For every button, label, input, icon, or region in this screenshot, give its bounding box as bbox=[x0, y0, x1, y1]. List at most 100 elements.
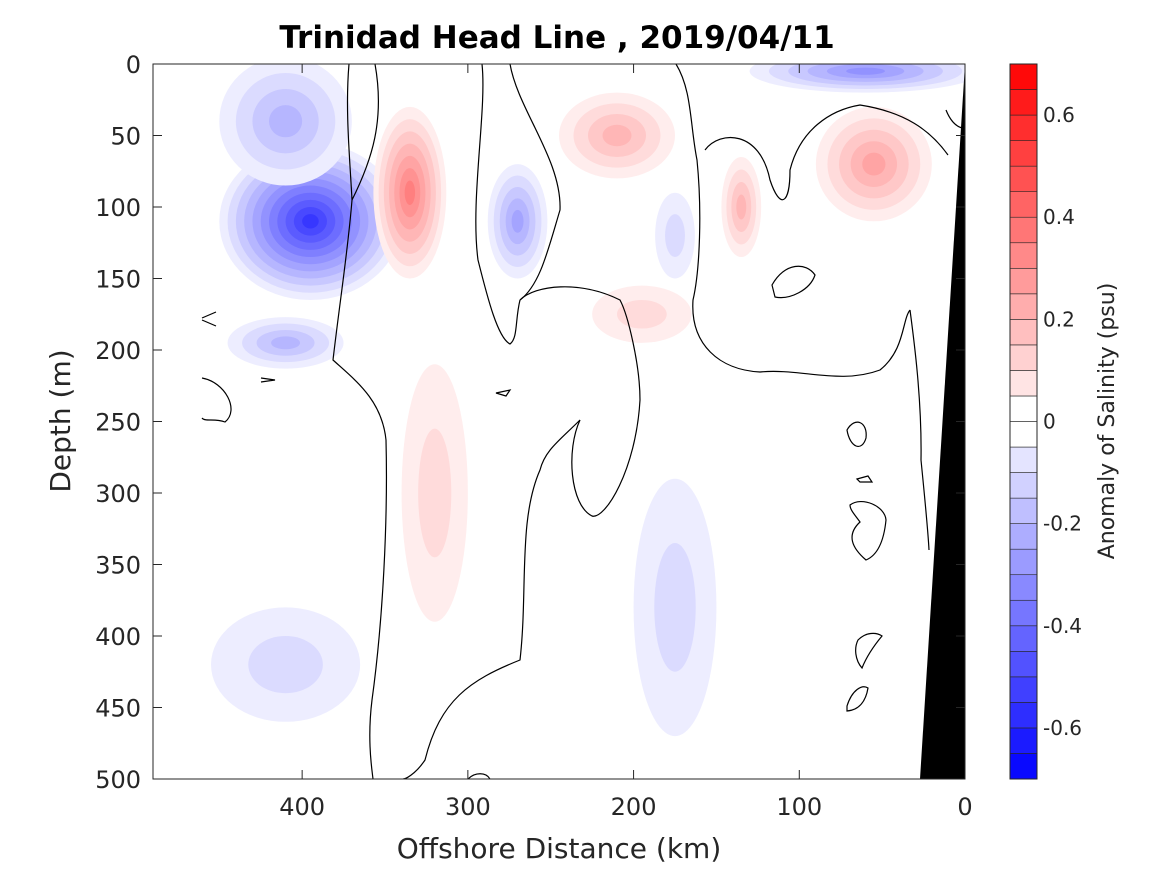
anomaly-level bbox=[271, 336, 301, 350]
colorbar-segment bbox=[1009, 523, 1038, 550]
y-axis-label: Depth (m) bbox=[44, 349, 77, 492]
colorbar-segment bbox=[1009, 625, 1038, 652]
zero-contour-line bbox=[909, 309, 930, 551]
zero-contour-line bbox=[332, 64, 388, 779]
anomaly-level bbox=[602, 124, 632, 147]
zero-contour-lines bbox=[201, 64, 963, 779]
zero-contour-line bbox=[402, 419, 581, 779]
colorbar-tick-label: 0.2 bbox=[1043, 307, 1075, 331]
y-tick-label: 250 bbox=[95, 409, 141, 437]
x-axis-label: Offshore Distance (km) bbox=[397, 832, 722, 865]
colorbar-frame bbox=[1009, 63, 1038, 780]
zero-contour-line bbox=[945, 109, 963, 129]
bathymetry-seafloor bbox=[920, 64, 965, 779]
colorbar-tick-label: -0.6 bbox=[1043, 716, 1082, 740]
anomaly-feature bbox=[655, 192, 695, 279]
y-tick-label: 100 bbox=[95, 194, 141, 222]
colorbar-segment bbox=[1009, 114, 1038, 141]
anomaly-level bbox=[404, 180, 416, 205]
zero-contour-line bbox=[260, 377, 276, 383]
colorbar-segment bbox=[1009, 497, 1038, 524]
zero-contour-line bbox=[855, 475, 874, 483]
chart-title: Trinidad Head Line , 2019/04/11 bbox=[279, 20, 834, 56]
anomaly-level bbox=[269, 105, 303, 138]
zero-contour-line bbox=[495, 389, 512, 397]
colorbar-segment bbox=[1009, 727, 1038, 754]
colorbar-segment bbox=[1009, 293, 1038, 320]
zero-contour-line bbox=[846, 421, 867, 447]
anomaly-feature bbox=[487, 164, 548, 279]
colorbar-segment bbox=[1009, 395, 1038, 422]
colorbar-segment bbox=[1009, 319, 1038, 346]
y-tick-label: 300 bbox=[95, 480, 141, 508]
colorbar-segment bbox=[1009, 89, 1038, 116]
colorbar-segment bbox=[1009, 63, 1038, 90]
colorbar-tick-label: -0.2 bbox=[1043, 512, 1082, 536]
colorbar-segment bbox=[1009, 140, 1038, 167]
y-tick-label: 150 bbox=[95, 266, 141, 294]
zero-contour-line bbox=[849, 500, 887, 561]
colorbar-segment bbox=[1009, 676, 1038, 703]
anomaly-level bbox=[654, 543, 696, 672]
colorbar-tick-label: -0.4 bbox=[1043, 614, 1082, 638]
anomaly-feature bbox=[559, 92, 675, 179]
x-tick-label: 0 bbox=[957, 793, 972, 821]
anomaly-feature bbox=[219, 64, 352, 186]
zero-contour-line bbox=[771, 265, 816, 299]
y-axis: 0 50 100 150 200 250 300 350 400 450 500 bbox=[95, 51, 965, 794]
anomaly-feature bbox=[592, 285, 692, 343]
anomaly-level bbox=[862, 152, 886, 176]
zero-contour-line bbox=[475, 64, 521, 345]
y-tick-label: 50 bbox=[110, 123, 141, 151]
colorbar-segment bbox=[1009, 651, 1038, 678]
anomaly-level bbox=[736, 194, 747, 220]
anomaly-level bbox=[617, 299, 667, 329]
colorbar-segment bbox=[1009, 472, 1038, 499]
zero-contour-line bbox=[675, 64, 911, 377]
colorbar-segment bbox=[1009, 191, 1038, 218]
anomaly-level bbox=[302, 214, 319, 229]
anomaly-level bbox=[665, 214, 685, 258]
anomaly-feature bbox=[211, 607, 361, 722]
colorbar-segment bbox=[1009, 753, 1038, 780]
zero-contour-line bbox=[855, 632, 883, 670]
zero-contour-line bbox=[467, 773, 491, 779]
x-tick-label: 400 bbox=[279, 793, 325, 821]
x-tick-label: 300 bbox=[445, 793, 491, 821]
zero-contour-line bbox=[201, 311, 217, 327]
colorbar-tick-label: 0.6 bbox=[1043, 103, 1075, 127]
anomaly-feature bbox=[721, 156, 762, 258]
colorbar-segment bbox=[1009, 599, 1038, 627]
colorbar-label: Anomaly of Salinity (psu) bbox=[1095, 283, 1120, 560]
y-tick-label: 0 bbox=[126, 51, 141, 79]
anomaly-feature bbox=[749, 64, 965, 93]
anomaly-feature bbox=[219, 142, 402, 300]
colorbar-segment bbox=[1009, 421, 1038, 448]
anomaly-level bbox=[248, 636, 323, 694]
colorbar-segment bbox=[1009, 702, 1038, 729]
colorbar-segment bbox=[1009, 216, 1038, 244]
y-tick-label: 200 bbox=[95, 337, 141, 365]
colorbar-tick-label: 0 bbox=[1043, 410, 1056, 434]
zero-contour-line bbox=[846, 686, 869, 712]
y-tick-label: 350 bbox=[95, 552, 141, 580]
colorbar-segment bbox=[1009, 370, 1038, 397]
zero-contour-line bbox=[509, 64, 561, 301]
colorbar-tick-label: 0.4 bbox=[1043, 205, 1075, 229]
anomaly-feature bbox=[227, 317, 344, 369]
x-tick-label: 200 bbox=[611, 793, 657, 821]
colorbar-segment bbox=[1009, 165, 1038, 192]
colorbar: -0.6 -0.4 -0.2 0 0.2 0.4 0.6 bbox=[1009, 63, 1082, 780]
colorbar-segment bbox=[1009, 267, 1038, 295]
colorbar-segment bbox=[1009, 446, 1038, 473]
anomaly-level bbox=[511, 209, 524, 233]
x-axis: 400 300 200 100 0 bbox=[279, 64, 973, 821]
colorbar-segment bbox=[1009, 344, 1038, 371]
y-tick-label: 500 bbox=[95, 766, 141, 794]
salinity-anomaly-field bbox=[211, 64, 965, 737]
zero-contour-line bbox=[201, 377, 232, 423]
anomaly-feature bbox=[633, 478, 717, 737]
zero-contour-line bbox=[704, 104, 949, 201]
y-tick-label: 450 bbox=[95, 695, 141, 723]
colorbar-segment bbox=[1009, 548, 1038, 576]
